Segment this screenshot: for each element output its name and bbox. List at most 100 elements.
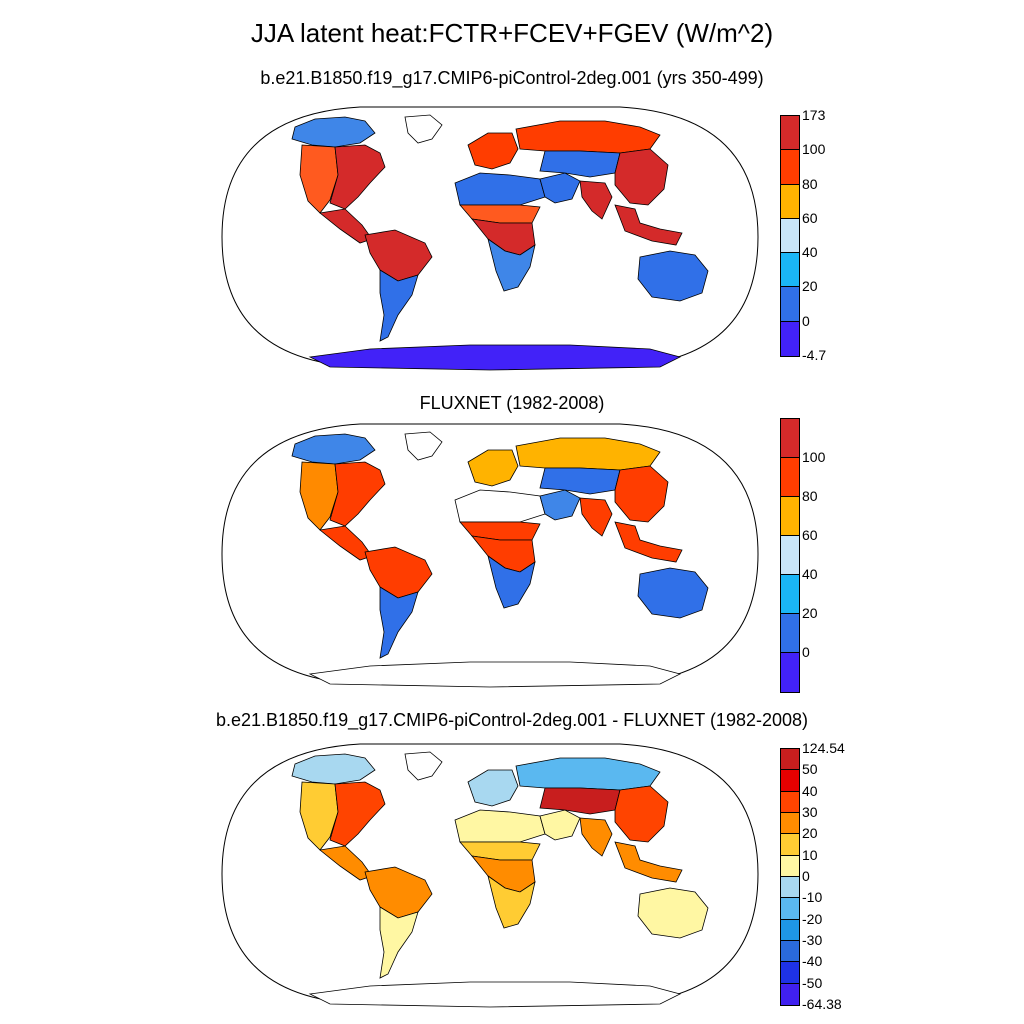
colorbar-tick-label: 124.54 xyxy=(802,740,845,756)
region-australia xyxy=(637,250,709,302)
colorbar-segment xyxy=(781,253,799,288)
colorbar-tick-label: -4.7 xyxy=(802,347,827,363)
colorbar-tick-label: 20 xyxy=(802,605,818,621)
panel-3-map xyxy=(221,743,759,1008)
colorbar-tick-label: 20 xyxy=(802,278,818,295)
colorbar-segment xyxy=(781,458,799,497)
panel-1-colorbar xyxy=(780,115,800,357)
region-southern-africa xyxy=(487,875,536,929)
region-central-asia xyxy=(539,467,621,495)
region-sa-south xyxy=(379,269,419,342)
region-antarctica xyxy=(308,344,682,371)
region-na-east xyxy=(329,781,386,847)
colorbar-tick-label: -40 xyxy=(802,953,823,970)
colorbar-segment xyxy=(781,834,799,856)
colorbar-segment xyxy=(781,218,799,254)
region-india xyxy=(579,497,613,537)
region-east-asia xyxy=(614,785,669,843)
region-india xyxy=(579,817,613,857)
region-greenland xyxy=(404,751,443,781)
colorbar-tick-label: 0 xyxy=(802,644,810,660)
region-central-asia xyxy=(539,787,621,815)
colorbar-tick-label: -64.38 xyxy=(802,996,842,1012)
colorbar-tick-label: 40 xyxy=(802,782,818,799)
panel-1-title: b.e21.B1850.f19_g17.CMIP6-piControl-2deg… xyxy=(260,68,764,88)
colorbar-tick-label: 100 xyxy=(802,449,826,465)
region-east-asia xyxy=(614,148,669,206)
colorbar-segment xyxy=(781,919,799,941)
colorbar-tick-label: 80 xyxy=(802,175,818,192)
region-central-asia xyxy=(539,150,621,178)
colorbar-tick-label: 30 xyxy=(802,804,818,820)
colorbar-segment xyxy=(781,812,799,835)
colorbar-tick-label: -30 xyxy=(802,932,823,948)
region-australia xyxy=(637,567,709,619)
colorbar-segment xyxy=(781,791,799,813)
colorbar-tick-label: 20 xyxy=(802,825,818,842)
colorbar-segment xyxy=(781,116,799,151)
region-east-asia xyxy=(614,465,669,523)
colorbar-tick-label: -10 xyxy=(802,889,823,906)
region-greenland xyxy=(404,114,443,144)
colorbar-segment xyxy=(781,855,799,877)
colorbar-segment xyxy=(781,983,799,1005)
region-se-asia xyxy=(614,204,683,246)
colorbar-tick-label: 0 xyxy=(802,868,810,884)
region-na-north xyxy=(291,753,376,785)
colorbar-tick-label: 10 xyxy=(802,846,818,863)
region-na-north xyxy=(291,433,376,465)
region-se-asia xyxy=(614,521,683,563)
colorbar-segment xyxy=(781,770,799,792)
panel-2-map xyxy=(221,423,759,688)
region-greenland xyxy=(404,431,443,461)
colorbar-segment xyxy=(781,575,799,614)
colorbar-segment xyxy=(781,419,799,458)
colorbar-tick-label: 0 xyxy=(802,312,810,329)
colorbar-segment xyxy=(781,614,799,653)
region-antarctica xyxy=(308,981,682,1008)
colorbar-tick-label: 60 xyxy=(802,209,818,226)
region-southern-africa xyxy=(487,238,536,292)
region-sahara xyxy=(454,172,546,206)
region-australia xyxy=(637,887,709,939)
colorbar-tick-label: 40 xyxy=(802,566,818,582)
colorbar-segment xyxy=(781,536,799,575)
region-sa-south xyxy=(379,586,419,659)
region-sahara xyxy=(454,809,546,843)
region-sahara xyxy=(454,489,546,523)
panel-3-colorbar xyxy=(780,748,800,1006)
region-sa-south xyxy=(379,906,419,979)
colorbar-segment xyxy=(781,497,799,536)
region-na-east xyxy=(329,144,386,210)
region-na-east xyxy=(329,461,386,527)
region-europe xyxy=(467,132,519,170)
colorbar-tick-label: -20 xyxy=(802,910,823,927)
colorbar-tick-label: 40 xyxy=(802,244,818,261)
panel-1-map xyxy=(221,106,759,371)
colorbar-segment xyxy=(781,287,799,322)
colorbar-segment xyxy=(781,150,799,185)
region-europe xyxy=(467,769,519,807)
region-india xyxy=(579,180,613,220)
panel-2-title: FLUXNET (1982-2008) xyxy=(419,393,605,413)
colorbar-segment xyxy=(781,321,799,356)
colorbar-segment xyxy=(781,876,799,899)
colorbar-segment xyxy=(781,940,799,963)
colorbar-segment xyxy=(781,653,799,692)
region-na-north xyxy=(291,116,376,148)
colorbar-tick-label: 80 xyxy=(802,488,818,504)
colorbar-tick-label: -50 xyxy=(802,974,823,991)
colorbar-tick-label: 50 xyxy=(802,761,818,778)
colorbar-segment xyxy=(781,749,799,771)
colorbar-segment xyxy=(781,962,799,984)
panel-3-title: b.e21.B1850.f19_g17.CMIP6-piControl-2deg… xyxy=(215,710,809,730)
colorbar-tick-label: 60 xyxy=(802,527,818,543)
colorbar-segment xyxy=(781,184,799,219)
colorbar-segment xyxy=(781,898,799,920)
region-southern-africa xyxy=(487,555,536,609)
figure-title: JJA latent heat:FCTR+FCEV+FGEV (W/m^2) xyxy=(250,18,774,48)
colorbar-tick-label: 173 xyxy=(802,107,826,123)
panel-2-colorbar xyxy=(780,418,800,693)
colorbar-tick-label: 100 xyxy=(802,141,826,158)
region-europe xyxy=(467,449,519,487)
